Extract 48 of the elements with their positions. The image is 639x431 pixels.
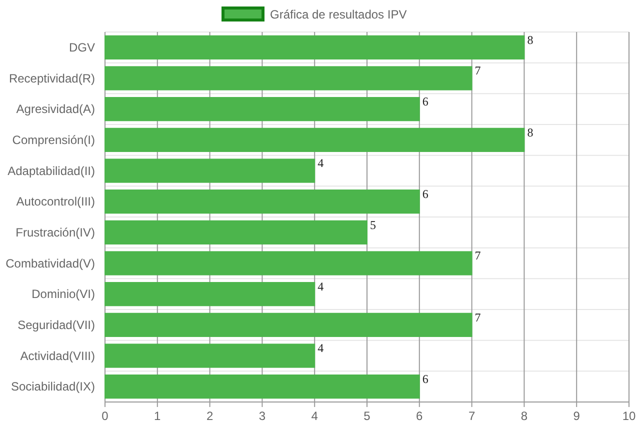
data-label: 4: [318, 156, 324, 170]
y-tick-label: Comprensión(I): [12, 132, 95, 147]
bar: [104, 97, 420, 122]
data-label: 8: [527, 32, 534, 47]
y-tick-label: Autocontrol(III): [16, 194, 95, 209]
y-tick-label: Seguridad(VII): [18, 318, 95, 332]
y-tick-label: Frustración(IV): [16, 225, 95, 240]
data-label: 4: [318, 341, 324, 356]
bar: [104, 158, 316, 183]
x-tick-label: 7: [468, 409, 476, 423]
legend-label: Gráfica de resultados IPV: [270, 8, 407, 22]
bar: [104, 128, 525, 152]
data-label: 6: [422, 94, 428, 109]
y-tick-label: Receptividad(R): [8, 71, 95, 86]
bar: [104, 374, 420, 399]
bar: [104, 35, 525, 60]
x-tick-label: 9: [573, 409, 580, 423]
y-tick-label: Sociabilidad(IX): [10, 380, 95, 394]
bar: [104, 220, 368, 244]
x-tick-label: 4: [311, 409, 318, 423]
bar: [104, 282, 316, 306]
x-tick-label: 1: [154, 409, 162, 423]
x-tick-label: 2: [206, 409, 214, 423]
y-tick-label: Adaptabilidad(II): [8, 164, 95, 178]
bar: [104, 251, 472, 276]
data-label: 6: [422, 187, 428, 202]
x-tick-label: 8: [520, 409, 528, 423]
data-label: 5: [370, 218, 376, 232]
y-tick-label: Combatividad(V): [6, 256, 95, 270]
data-label: 8: [527, 125, 534, 140]
bar: [104, 66, 472, 90]
data-label: 7: [474, 310, 481, 324]
y-tick-label: Agresividad(A): [16, 102, 95, 116]
data-label: 4: [318, 280, 324, 294]
bar: [104, 190, 420, 214]
x-tick-label: 10: [622, 409, 636, 423]
y-tick-label: Dominio(VI): [32, 287, 95, 302]
x-tick-label: 5: [364, 409, 371, 423]
y-tick-label: Actividad(VIII): [20, 348, 95, 363]
data-label: 7: [474, 248, 481, 263]
y-tick-label: DGV: [68, 40, 95, 54]
bar: [104, 344, 316, 368]
x-tick-label: 0: [102, 409, 109, 423]
data-label: 7: [474, 64, 481, 78]
bar: [104, 312, 472, 337]
x-tick-label: 6: [416, 409, 424, 423]
data-label: 6: [422, 372, 428, 386]
x-tick-label: 3: [258, 409, 266, 423]
